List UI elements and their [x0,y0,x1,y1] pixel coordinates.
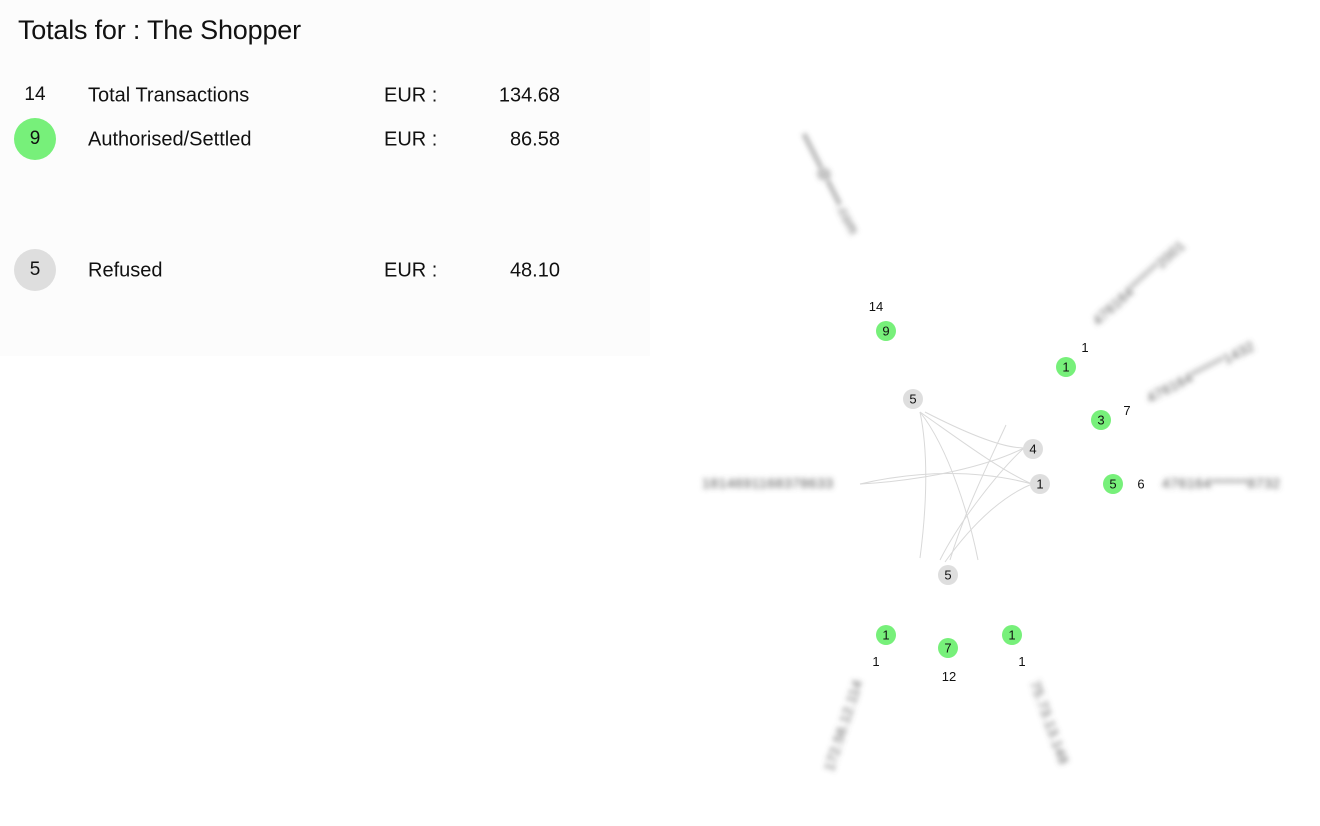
graph-edge [924,411,1025,449]
authorised-row: 9 Authorised/Settled EUR : 86.58 [0,118,650,162]
graph-edge [919,411,979,561]
total-label: Total Transactions [88,84,250,107]
graph-edge [859,473,1033,485]
branch-total: 7 [1123,403,1130,418]
authorised-node [1103,474,1123,494]
refused-hub-node: 5 [938,565,958,585]
refused-hub-node: 1 [1030,474,1050,494]
email-label: •••••••@•••••.com [797,130,862,237]
node-value: 5 [1109,477,1116,492]
node-value: 5 [909,392,916,407]
authorised-count-badge: 9 [14,118,56,160]
total-currency: EUR : [384,84,438,107]
card-label: 476164******2001 [1089,237,1188,328]
total-count: 14 [24,84,46,105]
node-value: 7 [944,641,951,656]
graph-edge [919,411,1033,485]
authorised-node [876,321,896,341]
refused-amount: 48.10 [509,259,560,282]
ip-branch: 7 12 [938,638,958,684]
ip-label: 172.56.12.114 [821,678,866,773]
refused-currency: EUR : [384,259,438,282]
branch-total: 14 [869,299,883,314]
node-value: 3 [1097,413,1104,428]
ip-label: 75.73.13.148 [1027,679,1072,767]
node-value: 5 [944,568,951,583]
refused-label: Refused [88,259,163,282]
branch-total: 1 [1018,654,1025,669]
refused-row: 5 Refused EUR : 48.10 [0,249,650,293]
authorised-node [1056,357,1076,377]
graph-edge [859,447,1025,485]
card-branch: 476164******1432 7 3 [1091,338,1257,430]
ip-branch: 1 1 75.73.13.148 [1002,625,1072,766]
total-amount: 134.68 [498,84,560,107]
graph-edge [939,447,1025,561]
card-label: 476164******1432 [1144,338,1257,406]
refused-count-badge: 5 [14,249,56,291]
authorised-currency: EUR : [384,128,438,151]
shopper-reference-branch: 1814691168378633 [702,475,834,491]
authorised-amount: 86.58 [509,128,560,151]
card-branch: 476164******8732 6 5 [1103,474,1281,494]
totals-panel: Totals for : The Shopper 14 Total Transa… [0,0,650,356]
card-label: 476164******8732 [1162,475,1281,491]
authorised-node [938,638,958,658]
email-branch: •••••••@•••••.com 14 9 [797,130,896,341]
branch-total: 1 [1081,340,1088,355]
authorised-node [1002,625,1022,645]
node-value: 1 [1008,628,1015,643]
node-value: 1 [882,628,889,643]
node-value: 1 [1062,360,1069,375]
graph-edges [859,411,1033,563]
authorised-node [876,625,896,645]
card-branch: 476164******2001 1 1 [1056,237,1188,377]
panel-title: Totals for : The Shopper [18,15,301,45]
shopper-reference-label: 1814691168378633 [702,475,834,491]
refused-hub-node: 4 [1023,439,1043,459]
graph-edge [944,483,1033,563]
total-transactions-row: 14 Total Transactions EUR : 134.68 [0,74,650,118]
graph-edge [949,424,1007,561]
node-value: 4 [1029,442,1036,457]
refused-hub-node: 5 [903,389,923,409]
graph-edge [919,411,927,559]
node-value: 9 [882,324,889,339]
branch-total: 6 [1137,477,1144,492]
branch-total: 12 [942,669,956,684]
authorised-node [1091,410,1111,430]
branch-total: 1 [872,654,879,669]
authorised-label: Authorised/Settled [88,128,252,151]
node-value: 1 [1036,477,1043,492]
ip-branch: 1 1 172.56.12.114 [821,625,896,773]
